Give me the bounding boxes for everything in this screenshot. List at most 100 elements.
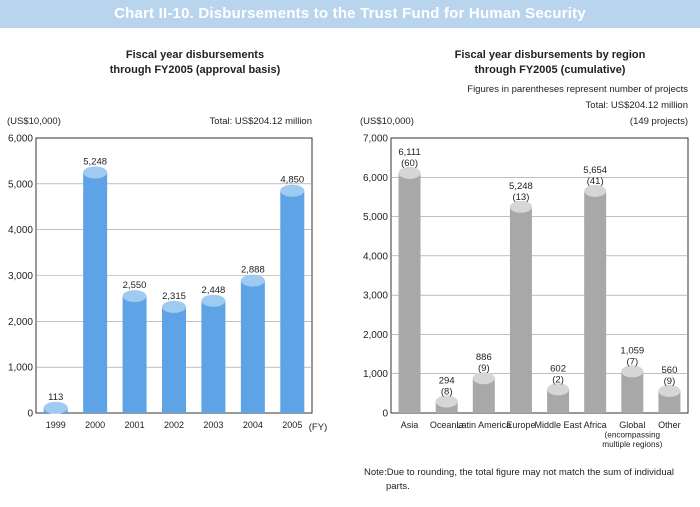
left-category-label: 1999 <box>46 420 66 430</box>
left-bar <box>122 296 147 413</box>
right-bar <box>472 378 495 413</box>
left-y-tick-label: 6,000 <box>8 134 33 145</box>
right-bar <box>584 190 607 413</box>
right-bar-cap <box>658 385 681 397</box>
left-value-label: 2,550 <box>123 280 147 291</box>
right-bar-cap <box>398 166 421 179</box>
right-value-label: 5,248 <box>509 181 533 192</box>
left-value-label: 2,315 <box>162 291 186 302</box>
left-category-label: 2004 <box>243 420 263 430</box>
left-bar <box>162 306 186 413</box>
right-value-label: 6,111 <box>398 147 420 158</box>
right-project-count-label: (13) <box>512 192 529 203</box>
right-bar <box>547 389 570 413</box>
right-project-count-label: (60) <box>401 158 418 169</box>
right-project-count-label: (7) <box>627 356 639 367</box>
left-bar-cap <box>83 166 108 179</box>
footnote-label: Note: <box>364 467 387 478</box>
left-category-label: 2002 <box>164 420 184 430</box>
right-chart-title: Fiscal year disbursements by region thro… <box>440 48 660 78</box>
left-category-label: 2005 <box>282 420 302 430</box>
left-bar-cap <box>280 184 305 197</box>
left-value-label: 4,850 <box>280 175 304 186</box>
right-total-label: Total: US$204.12 million <box>585 100 688 111</box>
right-category-label: Latin America <box>457 420 512 430</box>
left-total-label: Total: US$204.12 million <box>209 116 312 127</box>
footnote-text: Due to rounding, the total figure may no… <box>386 467 674 492</box>
left-category-label: 2001 <box>125 420 145 430</box>
right-category-label: Europe <box>506 420 535 430</box>
right-y-tick-label: 3,000 <box>363 291 388 302</box>
right-value-label: 560 <box>662 365 678 376</box>
right-value-label: 294 <box>439 375 455 386</box>
right-project-count-label: (41) <box>587 176 604 187</box>
left-y-tick-label: 2,000 <box>8 317 33 328</box>
right-category-label: Oceania <box>430 420 464 430</box>
left-y-tick-label: 1,000 <box>8 363 33 374</box>
left-value-label: 2,888 <box>241 265 265 276</box>
right-bar-cap <box>621 365 644 378</box>
left-title-line2: through FY2005 (approval basis) <box>109 64 281 76</box>
right-bar-cap <box>435 395 458 408</box>
right-value-label: 886 <box>476 352 492 363</box>
left-value-label: 5,248 <box>83 156 107 167</box>
right-parens-note: Figures in parentheses represent number … <box>467 84 688 95</box>
right-bar <box>658 391 681 413</box>
right-bar-cap <box>547 383 570 396</box>
right-category-label: multiple regions) <box>602 440 662 449</box>
right-category-label: Asia <box>401 420 419 430</box>
right-category-label: Africa <box>584 420 607 430</box>
left-y-tick-label: 0 <box>27 409 33 420</box>
right-bar <box>509 206 532 413</box>
right-category-label: Other <box>658 420 681 430</box>
left-y-tick-label: 4,000 <box>8 225 33 236</box>
right-unit-label: (US$10,000) <box>360 116 414 127</box>
right-y-tick-label: 0 <box>382 409 388 420</box>
right-project-count-label: (2) <box>552 374 564 385</box>
right-y-tick-label: 6,000 <box>363 173 388 184</box>
right-y-tick-label: 1,000 <box>363 369 388 380</box>
right-value-label: 1,059 <box>620 345 644 356</box>
right-y-tick-label: 2,000 <box>363 330 388 341</box>
left-bar-cap <box>240 274 265 287</box>
left-bar-cap <box>43 401 68 414</box>
right-y-tick-label: 4,000 <box>363 251 388 262</box>
right-value-label: 5,654 <box>583 165 607 176</box>
left-bar <box>201 300 226 413</box>
right-bar <box>621 371 644 413</box>
right-bar-cap <box>472 372 495 385</box>
left-bar-cap <box>201 294 226 307</box>
right-project-count-label: (9) <box>664 376 676 387</box>
left-bar <box>280 190 305 413</box>
left-x-axis-suffix: (FY) <box>309 422 327 433</box>
left-bar <box>240 280 265 413</box>
right-title-line1: Fiscal year disbursements by region <box>454 49 646 61</box>
right-bar-cap <box>509 200 532 213</box>
right-project-count-label: (8) <box>441 386 453 397</box>
right-bar <box>398 172 421 413</box>
left-value-label: 113 <box>48 392 63 403</box>
right-y-tick-label: 7,000 <box>363 134 388 145</box>
left-value-label: 2,448 <box>202 285 226 296</box>
right-project-count-label: (9) <box>478 363 490 374</box>
left-y-tick-label: 3,000 <box>8 271 33 282</box>
right-value-label: 602 <box>550 363 566 374</box>
right-plot-frame <box>390 137 689 414</box>
chart-banner-title: Chart II-10. Disbursements to the Trust … <box>0 0 700 28</box>
left-chart-title: Fiscal year disbursements through FY2005… <box>60 48 330 78</box>
left-bar-cap <box>162 300 186 313</box>
right-category-label: (encompassing <box>605 431 661 440</box>
right-projects-count: (149 projects) <box>629 116 688 127</box>
right-category-label: Global <box>619 420 645 430</box>
left-category-label: 2003 <box>203 420 223 430</box>
left-bar-cap <box>122 290 147 303</box>
right-category-label: Middle East <box>535 420 583 430</box>
left-category-label: 2000 <box>85 420 105 430</box>
footnote: Note: Due to rounding, the total figure … <box>364 466 684 494</box>
right-title-line2: through FY2005 (cumulative) <box>474 64 626 76</box>
left-y-tick-label: 5,000 <box>8 179 33 190</box>
left-bar <box>83 172 108 413</box>
left-title-line1: Fiscal year disbursements <box>125 49 265 61</box>
